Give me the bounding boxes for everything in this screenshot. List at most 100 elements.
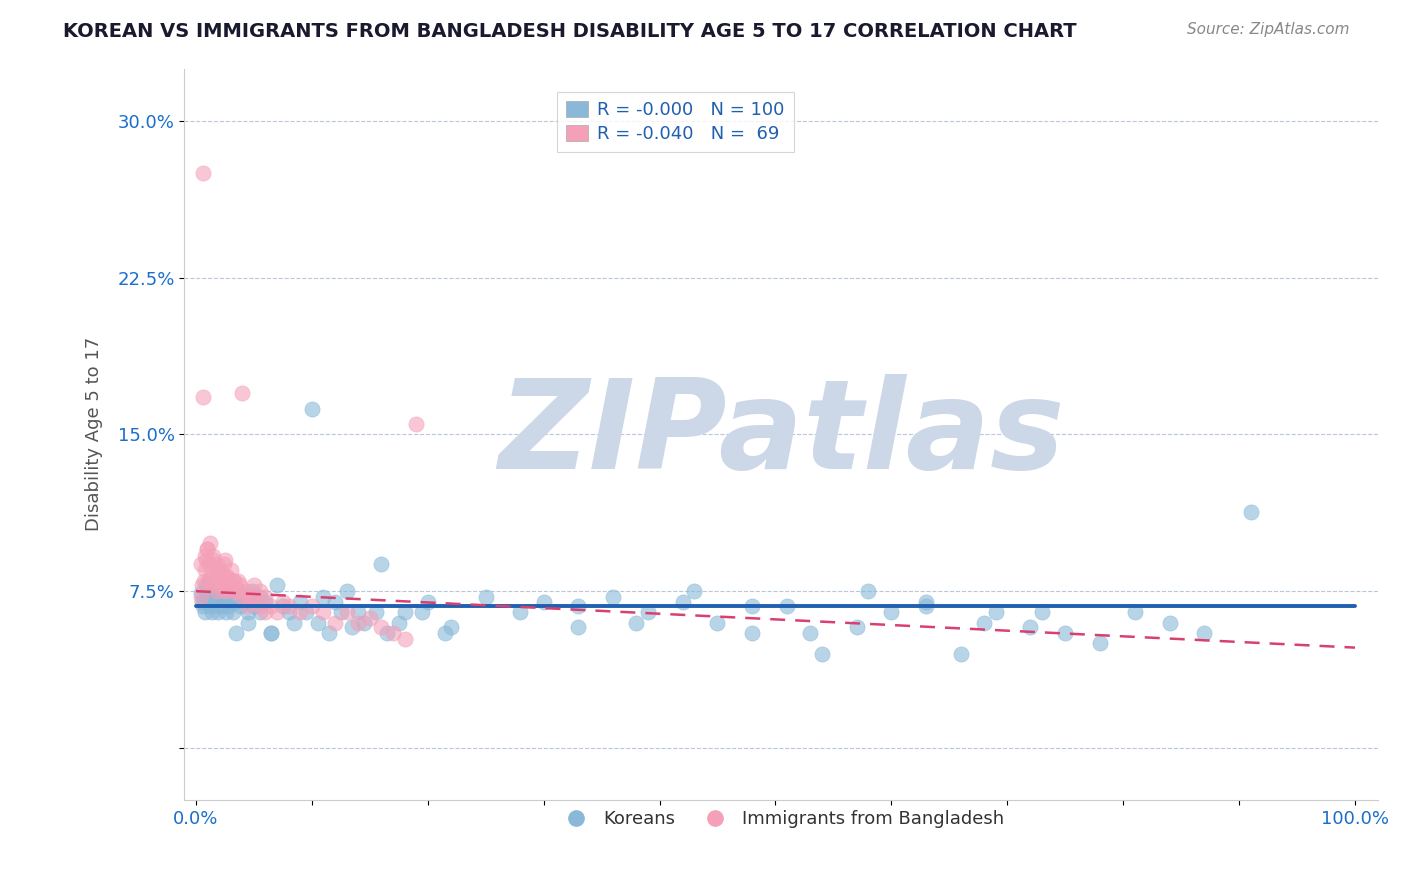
Point: [1031, 605, 1053, 619]
Point: [243, 599, 266, 613]
Point: [224, 584, 246, 599]
Point: [225, 626, 247, 640]
Point: [214, 594, 236, 608]
Point: [197, 574, 219, 588]
Point: [209, 574, 232, 588]
Point: [191, 599, 214, 613]
Point: [217, 569, 239, 583]
Point: [202, 549, 225, 563]
Point: [602, 591, 624, 605]
Point: [845, 620, 868, 634]
Point: [211, 584, 233, 599]
Point: [218, 584, 240, 599]
Point: [224, 574, 246, 588]
Point: [323, 615, 346, 630]
Point: [880, 605, 903, 619]
Point: [283, 615, 305, 630]
Point: [207, 569, 229, 583]
Point: [318, 626, 340, 640]
Point: [949, 647, 972, 661]
Text: Source: ZipAtlas.com: Source: ZipAtlas.com: [1187, 22, 1350, 37]
Point: [202, 553, 225, 567]
Point: [217, 599, 239, 613]
Point: [364, 605, 387, 619]
Point: [394, 632, 416, 647]
Point: [233, 594, 256, 608]
Point: [672, 594, 695, 608]
Point: [222, 605, 245, 619]
Point: [249, 599, 271, 613]
Point: [215, 578, 238, 592]
Point: [984, 605, 1007, 619]
Point: [411, 605, 433, 619]
Point: [209, 584, 232, 599]
Point: [249, 591, 271, 605]
Point: [1123, 605, 1146, 619]
Point: [260, 626, 283, 640]
Point: [249, 584, 271, 599]
Point: [290, 605, 312, 619]
Point: [229, 599, 252, 613]
Point: [915, 599, 938, 613]
Point: [1240, 505, 1263, 519]
Point: [312, 605, 335, 619]
Point: [260, 599, 283, 613]
Point: [212, 557, 235, 571]
Point: [238, 591, 260, 605]
Point: [204, 574, 226, 588]
Point: [212, 569, 235, 583]
Point: [266, 605, 288, 619]
Point: [197, 584, 219, 599]
Point: [1054, 626, 1077, 640]
Point: [254, 605, 277, 619]
Point: [211, 599, 233, 613]
Point: [254, 594, 277, 608]
Point: [204, 584, 226, 599]
Point: [191, 390, 214, 404]
Point: [342, 620, 364, 634]
Point: [219, 591, 242, 605]
Point: [533, 594, 555, 608]
Text: KOREAN VS IMMIGRANTS FROM BANGLADESH DISABILITY AGE 5 TO 17 CORRELATION CHART: KOREAN VS IMMIGRANTS FROM BANGLADESH DIS…: [63, 22, 1077, 41]
Point: [194, 605, 217, 619]
Point: [208, 578, 231, 592]
Point: [799, 626, 821, 640]
Point: [195, 578, 218, 592]
Point: [1194, 626, 1216, 640]
Point: [249, 605, 271, 619]
Point: [236, 599, 259, 613]
Point: [193, 574, 215, 588]
Point: [307, 615, 329, 630]
Point: [201, 563, 224, 577]
Point: [198, 599, 221, 613]
Point: [224, 594, 246, 608]
Point: [222, 574, 245, 588]
Point: [209, 574, 232, 588]
Point: [370, 620, 392, 634]
Point: [347, 615, 370, 630]
Point: [231, 591, 253, 605]
Point: [295, 605, 318, 619]
Point: [226, 584, 249, 599]
Point: [810, 647, 832, 661]
Point: [776, 599, 799, 613]
Point: [191, 166, 214, 180]
Point: [359, 611, 381, 625]
Point: [683, 584, 706, 599]
Point: [434, 626, 457, 640]
Point: [205, 557, 228, 571]
Point: [200, 591, 222, 605]
Point: [217, 569, 239, 583]
Point: [209, 594, 232, 608]
Point: [217, 584, 239, 599]
Point: [236, 605, 259, 619]
Point: [335, 584, 357, 599]
Point: [235, 584, 257, 599]
Point: [353, 615, 375, 630]
Point: [209, 563, 232, 577]
Point: [405, 417, 427, 431]
Point: [194, 563, 217, 577]
Point: [277, 599, 299, 613]
Point: [567, 620, 589, 634]
Point: [329, 605, 352, 619]
